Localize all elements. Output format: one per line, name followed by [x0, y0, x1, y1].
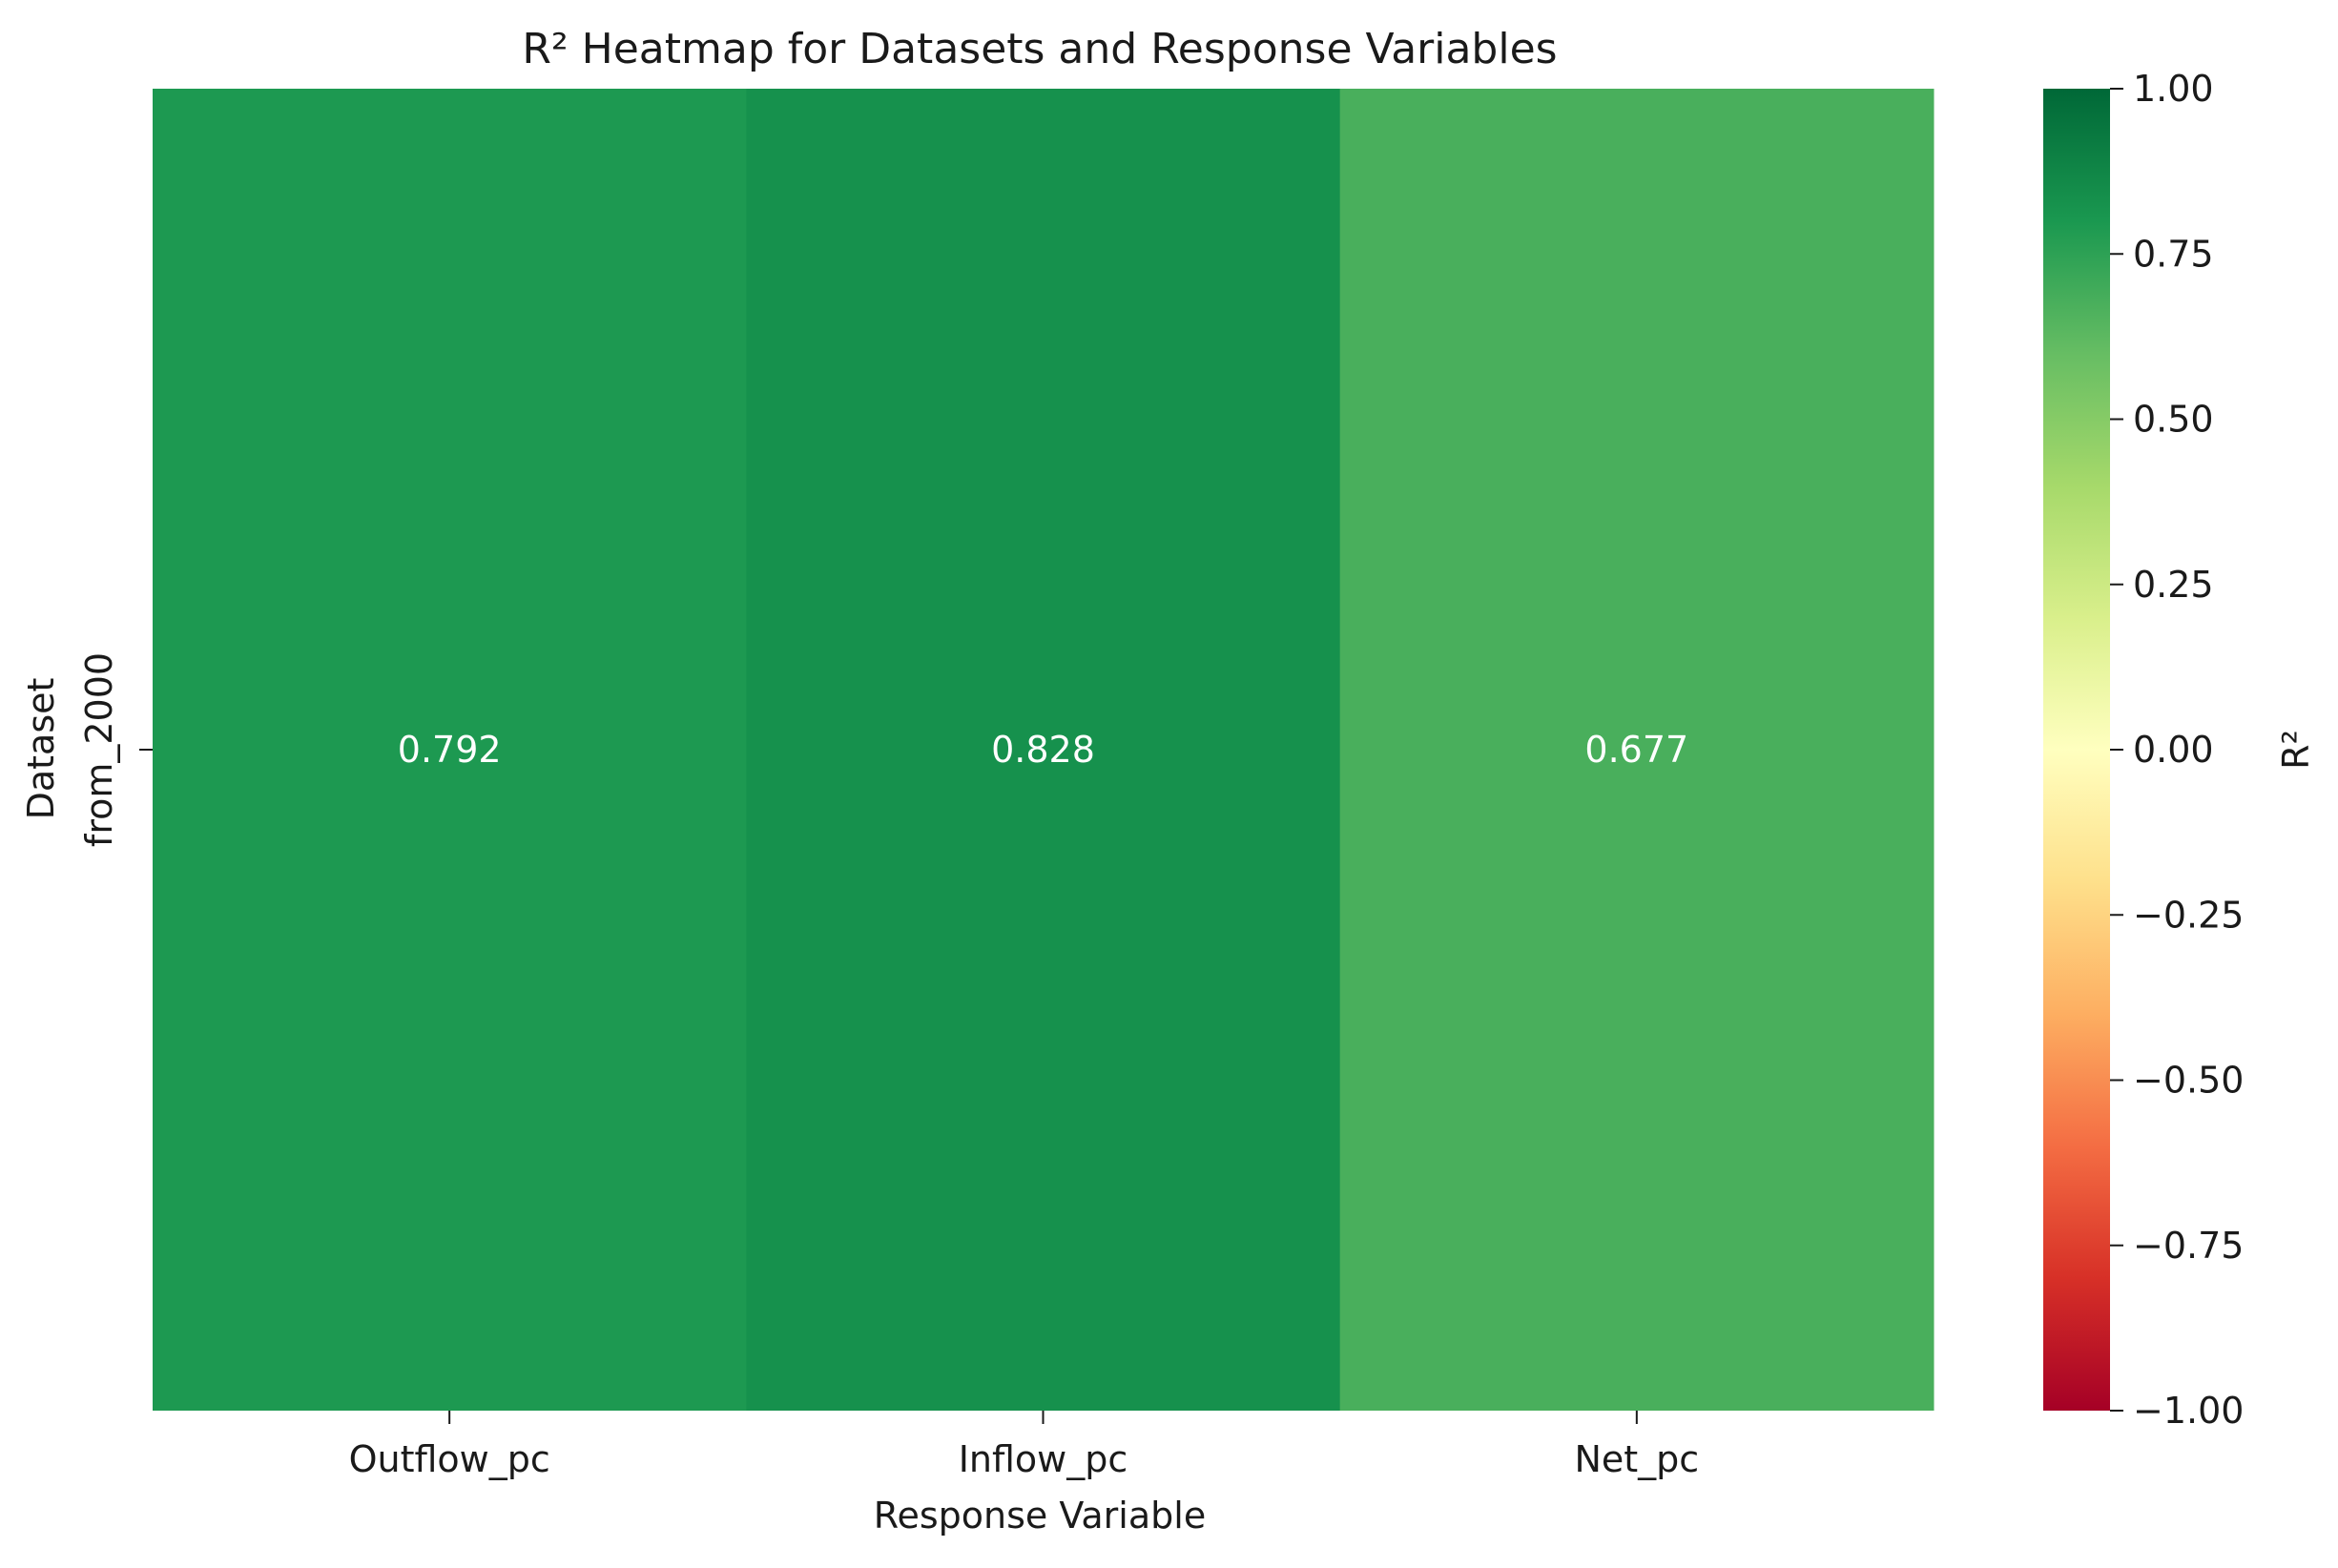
x-tick-label: Net_pc — [1574, 1438, 1699, 1480]
colorbar-tick-label: −1.00 — [2133, 1390, 2244, 1432]
colorbar-label: R² — [2275, 730, 2317, 770]
colorbar-tick-label: 0.25 — [2133, 564, 2214, 606]
x-axis-ticks: Outflow_pc Inflow_pc Net_pc — [349, 1411, 1699, 1480]
heatmap-cell — [153, 89, 747, 1411]
colorbar-tick-label: 1.00 — [2133, 68, 2214, 110]
y-tick-label: from_2000 — [78, 652, 120, 847]
x-axis-label: Response Variable — [874, 1495, 1206, 1537]
colorbar-tick-label: −0.75 — [2133, 1225, 2244, 1267]
colorbar — [2043, 89, 2110, 1411]
x-tick-label: Outflow_pc — [349, 1438, 550, 1480]
colorbar-tick-label: 0.75 — [2133, 233, 2214, 275]
x-tick-label: Inflow_pc — [959, 1438, 1128, 1480]
y-axis-label: Dataset — [20, 678, 62, 820]
cell-value-label: 0.677 — [1584, 729, 1688, 771]
colorbar-tick-label: 0.50 — [2133, 399, 2214, 441]
y-axis-ticks: from_2000 — [78, 652, 153, 847]
cell-value-label: 0.828 — [991, 729, 1095, 771]
colorbar-ticks: −1.00 −0.75 −0.50 −0.25 0.00 0.25 0.50 0.75 1.00 — [2110, 68, 2244, 1432]
heatmap-cell — [746, 89, 1341, 1411]
heatmap-cells: 0.792 0.828 0.677 — [153, 89, 1935, 1411]
colorbar-tick-label: 0.00 — [2133, 729, 2214, 771]
chart-title: R² Heatmap for Datasets and Response Var… — [522, 25, 1557, 73]
cell-value-label: 0.792 — [398, 729, 502, 771]
colorbar-tick-label: −0.25 — [2133, 894, 2244, 936]
heatmap-cell — [1339, 89, 1935, 1411]
colorbar-tick-label: −0.50 — [2133, 1060, 2244, 1102]
